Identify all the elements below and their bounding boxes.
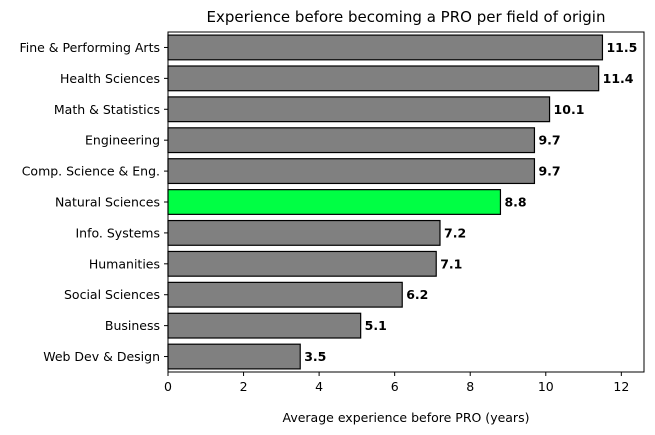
bar-0 (167, 34, 604, 61)
bar-10 (167, 343, 301, 370)
value-label-3: 9.7 (538, 133, 560, 148)
category-label-1: Health Sciences (60, 71, 160, 86)
x-tick-label-2: 4 (315, 379, 323, 394)
bar-5 (167, 189, 502, 215)
category-label-3: Engineering (85, 133, 160, 148)
category-label-5: Natural Sciences (55, 195, 160, 210)
chart-title: Experience before becoming a PRO per fie… (207, 8, 606, 26)
category-label-7: Humanities (89, 256, 160, 271)
category-label-8: Social Sciences (64, 287, 160, 302)
category-label-0: Fine & Performing Arts (19, 40, 160, 55)
category-labels: Fine & Performing Arts Health Sciences Mat… (19, 40, 168, 364)
plot-frame (167, 31, 645, 373)
bar-4 (167, 158, 536, 185)
value-label-6: 7.2 (444, 225, 466, 240)
value-label-9: 5.1 (365, 318, 387, 333)
x-tick-label-1: 2 (240, 379, 248, 394)
bar-2 (167, 96, 551, 123)
bars-group (167, 34, 604, 370)
category-label-4: Comp. Science & Eng. (22, 164, 160, 179)
bar-9 (167, 312, 362, 339)
category-label-9: Business (105, 318, 160, 333)
category-label-6: Info. Systems (75, 225, 160, 240)
x-tick-label-5: 10 (538, 379, 554, 394)
bar-8 (167, 281, 403, 308)
value-label-2: 10.1 (554, 102, 585, 117)
value-label-4: 9.7 (538, 164, 560, 179)
bar-3 (167, 127, 536, 154)
value-label-8: 6.2 (406, 287, 428, 302)
x-axis: 0 2 4 6 8 10 12 (164, 372, 629, 394)
value-label-7: 7.1 (440, 256, 462, 271)
x-tick-label-4: 8 (466, 379, 474, 394)
category-label-2: Math & Statistics (54, 102, 160, 117)
x-tick-label-3: 6 (391, 379, 399, 394)
x-tick-label-6: 12 (613, 379, 629, 394)
x-axis-label: Average experience before PRO (years) (283, 410, 530, 425)
value-labels: 11.5 11.4 10.1 9.7 9.7 8.8 7.2 7.1 6.2 5.1 3.5 (304, 40, 637, 364)
value-label-1: 11.4 (603, 71, 634, 86)
value-label-0: 11.5 (606, 40, 637, 55)
value-label-10: 3.5 (304, 349, 326, 364)
bar-1 (167, 65, 600, 92)
category-label-10: Web Dev & Design (43, 349, 160, 364)
x-tick-label-0: 0 (164, 379, 172, 394)
bar-7 (167, 250, 437, 277)
value-label-5: 8.8 (504, 195, 526, 210)
bar-6 (167, 219, 441, 246)
